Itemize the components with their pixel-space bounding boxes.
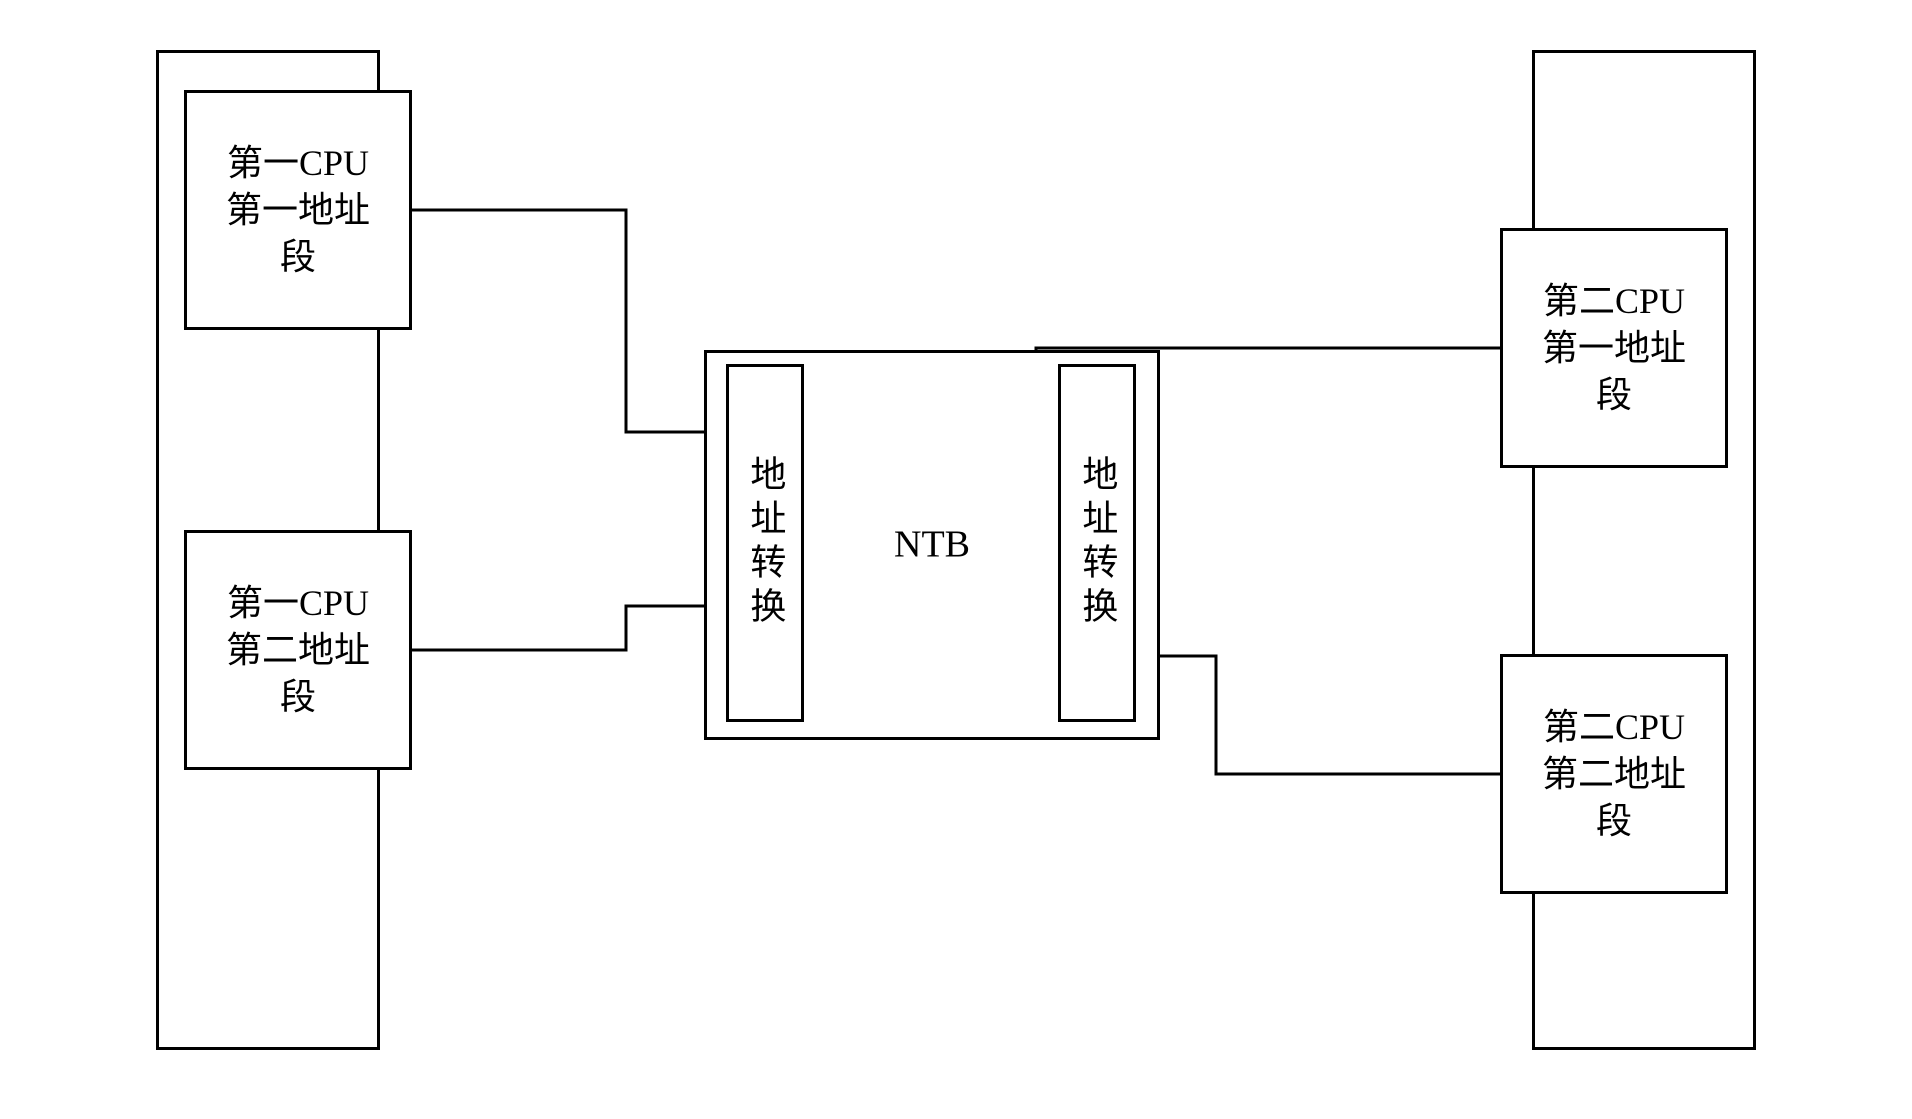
left-cpu-seg1-box: 第一CPU 第一地址 段 — [184, 90, 412, 330]
diagram-container: 第一CPU 第一地址 段 第一CPU 第二地址 段 第二CPU 第一地址 段 第… — [156, 50, 1756, 1069]
addr-conv-right-box: 地址转换 — [1058, 364, 1136, 722]
right-cpu-seg1-label: 第二CPU 第一地址 段 — [1503, 278, 1725, 418]
right-cpu-seg1-box: 第二CPU 第一地址 段 — [1500, 228, 1728, 468]
addr-conv-right-label: 地址转换 — [1074, 455, 1121, 631]
addr-conv-left-box: 地址转换 — [726, 364, 804, 722]
left-cpu-seg1-label: 第一CPU 第一地址 段 — [187, 140, 409, 280]
right-cpu-container — [1532, 50, 1756, 1050]
left-cpu-seg2-label: 第一CPU 第二地址 段 — [187, 580, 409, 720]
right-cpu-seg2-box: 第二CPU 第二地址 段 — [1500, 654, 1728, 894]
addr-conv-left-label: 地址转换 — [742, 455, 789, 631]
left-cpu-seg2-box: 第一CPU 第二地址 段 — [184, 530, 412, 770]
right-cpu-seg2-label: 第二CPU 第二地址 段 — [1503, 704, 1725, 844]
